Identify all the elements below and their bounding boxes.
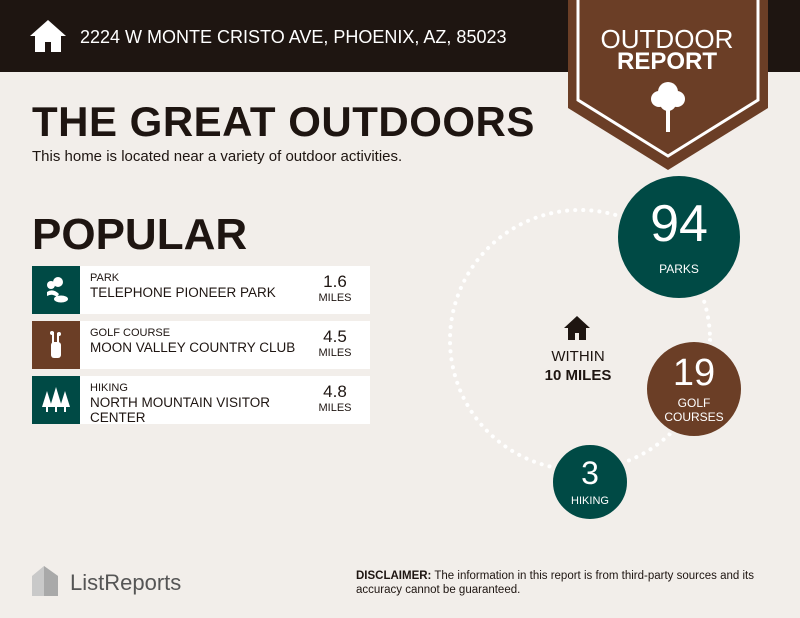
golf-count-circle: 19 GOLF COURSES	[644, 339, 744, 439]
item-unit: MILES	[318, 292, 352, 304]
parks-count-circle: 94 PARKS	[615, 173, 743, 301]
golf-label-2: COURSES	[664, 410, 724, 424]
item-distance: 1.6	[323, 272, 347, 291]
parks-count: 94	[650, 195, 708, 253]
hiking-label: HIKING	[571, 495, 609, 507]
home-icon	[30, 20, 66, 52]
brand-name: ListReports	[70, 570, 182, 595]
item-category: HIKING	[90, 382, 128, 394]
pine-trees-icon	[32, 376, 80, 424]
item-category: GOLF COURSE	[90, 327, 171, 339]
hiking-count-circle: 3 HIKING	[550, 442, 630, 522]
golf-count: 19	[672, 352, 716, 394]
tree-icon	[651, 82, 685, 132]
disclaimer-label: DISCLAIMER:	[356, 570, 432, 582]
golf-bag-icon	[32, 321, 80, 369]
park-icon	[32, 266, 80, 314]
property-address: 2224 W MONTE CRISTO AVE, PHOENIX, AZ, 85…	[80, 27, 507, 47]
item-unit: MILES	[318, 347, 352, 359]
disclaimer: DISCLAIMER: The information in this repo…	[356, 570, 776, 598]
listreports-logo-icon	[32, 566, 58, 596]
outdoor-report-banner	[568, 0, 768, 170]
item-distance: 4.8	[323, 382, 347, 401]
page-subtitle: This home is located near a variety of o…	[32, 148, 403, 165]
list-item[interactable]: GOLF COURSE MOON VALLEY COUNTRY CLUB 4.5 M…	[32, 321, 370, 369]
banner-line1: OUTDOOR	[600, 24, 734, 54]
item-name: TELEPHONE PIONEER PARK	[90, 284, 276, 300]
parks-label: PARKS	[659, 262, 699, 276]
item-unit: MILES	[318, 402, 352, 414]
page-title: THE GREAT OUTDOORS	[32, 98, 535, 145]
popular-heading: POPULAR	[32, 210, 248, 259]
list-item[interactable]: PARK TELEPHONE PIONEER PARK 1.6 MILES	[32, 266, 370, 314]
golf-label: GOLF	[677, 396, 711, 410]
hiking-count: 3	[581, 455, 599, 491]
radius-label: 10 MILES	[544, 367, 612, 384]
list-item[interactable]: HIKING NORTH MOUNTAIN VISITOR CENTER 4.8 M…	[32, 376, 370, 426]
disclaimer-text: The information in this report is from t…	[356, 570, 754, 596]
item-name: NORTH MOUNTAIN VISITOR CENTER	[90, 394, 271, 426]
item-name: MOON VALLEY COUNTRY CLUB	[90, 339, 296, 355]
within-label: WITHIN	[551, 348, 605, 365]
item-distance: 4.5	[323, 327, 347, 346]
banner-line2: REPORT	[616, 48, 717, 75]
home-icon	[564, 316, 590, 340]
item-category: PARK	[90, 272, 120, 284]
